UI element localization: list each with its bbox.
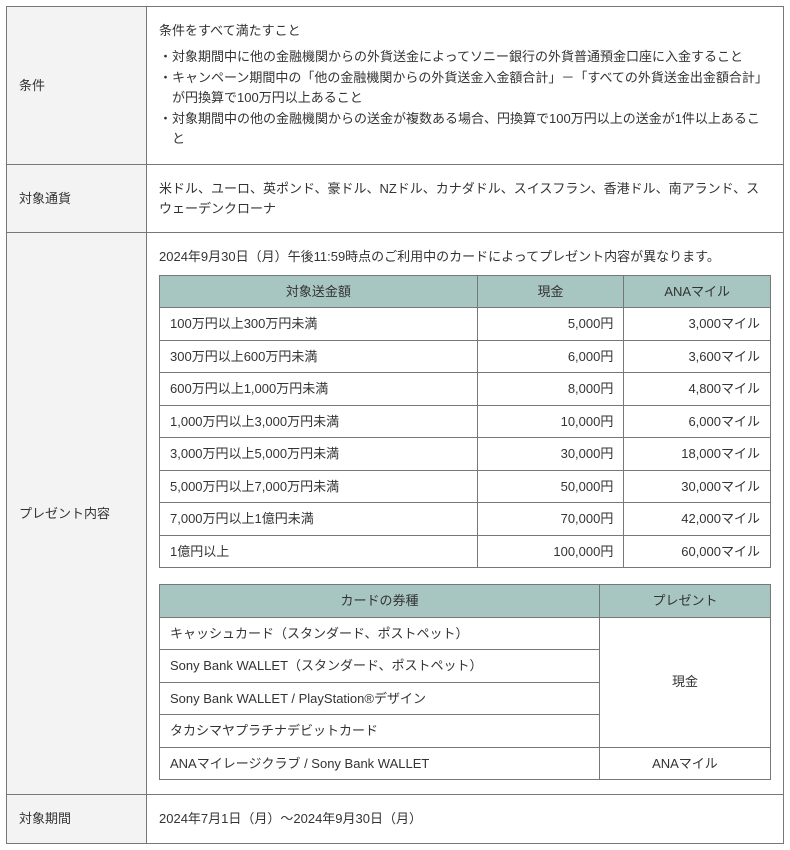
tier-table-header: 対象送金額 <box>160 275 478 308</box>
row-label-present: プレゼント内容 <box>7 233 147 795</box>
card-table: カードの券種プレゼントキャッシュカード（スタンダード、ポストペット）現金Sony… <box>159 584 771 780</box>
tier-cell-range: 7,000万円以上1億円未満 <box>160 503 478 536</box>
card-cell-name: Sony Bank WALLET（スタンダード、ポストペット） <box>160 650 600 683</box>
condition-item: ・キャンペーン期間中の「他の金融機関からの外貨送金入金額合計」－「すべての外貨送… <box>159 68 771 107</box>
tier-cell-range: 100万円以上300万円未満 <box>160 308 478 341</box>
tier-table-header: 現金 <box>477 275 624 308</box>
card-table-header: プレゼント <box>599 585 770 618</box>
tier-cell-cash: 5,000円 <box>477 308 624 341</box>
tier-cell-miles: 60,000マイル <box>624 535 771 568</box>
card-row: キャッシュカード（スタンダード、ポストペット）現金 <box>160 617 771 650</box>
tier-row: 1億円以上100,000円60,000マイル <box>160 535 771 568</box>
conditions-heading: 条件をすべて満たすこと <box>159 21 771 41</box>
row-content-currencies: 米ドル、ユーロ、英ポンド、豪ドル、NZドル、カナダドル、スイスフラン、香港ドル、… <box>147 165 784 233</box>
tier-row: 1,000万円以上3,000万円未満10,000円6,000マイル <box>160 405 771 438</box>
tier-cell-range: 1億円以上 <box>160 535 478 568</box>
tier-cell-cash: 100,000円 <box>477 535 624 568</box>
card-cell-name: Sony Bank WALLET / PlayStation®デザイン <box>160 682 600 715</box>
tier-cell-cash: 70,000円 <box>477 503 624 536</box>
tier-table-header: ANAマイル <box>624 275 771 308</box>
tier-cell-cash: 50,000円 <box>477 470 624 503</box>
conditions-list: ・対象期間中に他の金融機関からの外貨送金によってソニー銀行の外貨普通預金口座に入… <box>159 47 771 149</box>
condition-item: ・対象期間中の他の金融機関からの送金が複数ある場合、円換算で100万円以上の送金… <box>159 109 771 148</box>
tier-cell-range: 600万円以上1,000万円未満 <box>160 373 478 406</box>
tier-row: 5,000万円以上7,000万円未満50,000円30,000マイル <box>160 470 771 503</box>
campaign-detail-table: 条件 条件をすべて満たすこと ・対象期間中に他の金融機関からの外貨送金によってソ… <box>6 6 784 844</box>
tier-cell-miles: 6,000マイル <box>624 405 771 438</box>
tier-row: 7,000万円以上1億円未満70,000円42,000マイル <box>160 503 771 536</box>
tier-cell-miles: 4,800マイル <box>624 373 771 406</box>
condition-item: ・対象期間中に他の金融機関からの外貨送金によってソニー銀行の外貨普通預金口座に入… <box>159 47 771 67</box>
tier-cell-cash: 6,000円 <box>477 340 624 373</box>
card-cell-name: キャッシュカード（スタンダード、ポストペット） <box>160 617 600 650</box>
tier-cell-cash: 30,000円 <box>477 438 624 471</box>
tier-row: 3,000万円以上5,000万円未満30,000円18,000マイル <box>160 438 771 471</box>
card-row: ANAマイレージクラブ / Sony Bank WALLETANAマイル <box>160 747 771 780</box>
present-intro: 2024年9月30日（月）午後11:59時点のご利用中のカードによってプレゼント… <box>159 247 771 267</box>
card-cell-present-miles: ANAマイル <box>599 747 770 780</box>
tier-cell-cash: 10,000円 <box>477 405 624 438</box>
tier-table: 対象送金額現金ANAマイル100万円以上300万円未満5,000円3,000マイ… <box>159 275 771 569</box>
row-label-conditions: 条件 <box>7 7 147 165</box>
row-label-currencies: 対象通貨 <box>7 165 147 233</box>
tier-cell-range: 1,000万円以上3,000万円未満 <box>160 405 478 438</box>
card-cell-name: タカシマヤプラチナデビットカード <box>160 715 600 748</box>
tier-row: 300万円以上600万円未満6,000円3,600マイル <box>160 340 771 373</box>
row-content-present: 2024年9月30日（月）午後11:59時点のご利用中のカードによってプレゼント… <box>147 233 784 795</box>
tier-cell-miles: 30,000マイル <box>624 470 771 503</box>
tier-cell-range: 5,000万円以上7,000万円未満 <box>160 470 478 503</box>
card-table-header: カードの券種 <box>160 585 600 618</box>
tier-cell-cash: 8,000円 <box>477 373 624 406</box>
row-content-conditions: 条件をすべて満たすこと ・対象期間中に他の金融機関からの外貨送金によってソニー銀… <box>147 7 784 165</box>
tier-cell-miles: 3,000マイル <box>624 308 771 341</box>
tier-cell-range: 300万円以上600万円未満 <box>160 340 478 373</box>
card-cell-present-cash: 現金 <box>599 617 770 747</box>
tier-row: 600万円以上1,000万円未満8,000円4,800マイル <box>160 373 771 406</box>
tier-row: 100万円以上300万円未満5,000円3,000マイル <box>160 308 771 341</box>
tier-cell-miles: 3,600マイル <box>624 340 771 373</box>
tier-cell-miles: 42,000マイル <box>624 503 771 536</box>
tier-cell-range: 3,000万円以上5,000万円未満 <box>160 438 478 471</box>
card-cell-name: ANAマイレージクラブ / Sony Bank WALLET <box>160 747 600 780</box>
tier-cell-miles: 18,000マイル <box>624 438 771 471</box>
